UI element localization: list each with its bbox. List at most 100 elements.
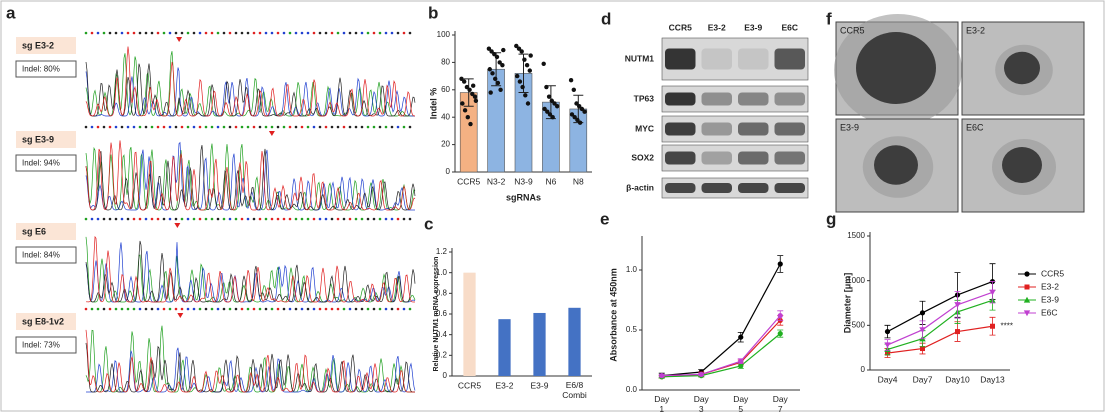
x-tick-line: Day — [694, 394, 710, 404]
base-call — [258, 217, 262, 221]
base-call — [366, 307, 370, 311]
base-call — [378, 125, 382, 129]
data-point — [568, 78, 574, 83]
base-call — [180, 125, 184, 129]
bar — [463, 272, 476, 376]
trace — [85, 140, 416, 211]
marker — [884, 342, 891, 349]
error-bar — [463, 78, 474, 107]
marker — [919, 310, 926, 316]
base-call — [138, 125, 142, 129]
base-call — [186, 31, 190, 35]
trace — [85, 329, 415, 393]
base-call — [234, 307, 238, 311]
y-tick-label: 0 — [861, 365, 866, 374]
base-call — [384, 125, 388, 129]
base-call — [288, 217, 292, 221]
data-point — [515, 73, 520, 79]
data-point — [473, 98, 479, 103]
base-call — [324, 125, 328, 129]
y-tick-label: 1000 — [847, 276, 865, 285]
band — [665, 122, 696, 136]
base-call — [150, 31, 154, 35]
base-call — [360, 125, 364, 129]
base-call — [372, 31, 376, 35]
base-call — [90, 307, 94, 311]
base-call — [402, 31, 406, 35]
base-call — [276, 31, 280, 35]
band — [774, 122, 805, 136]
trace — [85, 342, 415, 393]
panel-letter: a — [6, 3, 16, 22]
base-call — [288, 307, 292, 311]
base-call — [336, 31, 340, 35]
base-call — [222, 31, 226, 35]
base-call — [132, 31, 136, 35]
data-point — [527, 68, 532, 73]
data-point — [552, 101, 557, 106]
base-call — [384, 307, 388, 311]
x-tick-line: 7 — [778, 404, 783, 412]
trace — [85, 325, 415, 393]
base-call — [306, 217, 310, 221]
series-line — [887, 325, 993, 354]
base-call — [84, 125, 88, 129]
data-point — [467, 87, 472, 93]
x-tick-label: E6/8 Combi — [562, 380, 587, 400]
indel-box — [15, 336, 77, 354]
band — [665, 48, 696, 70]
base-call — [198, 125, 202, 129]
x-tick-label: Day 1 — [654, 394, 670, 412]
image-label: E3-9 — [840, 122, 859, 132]
image — [961, 21, 1085, 116]
data-point — [544, 84, 549, 90]
base-call — [336, 307, 340, 311]
base-call — [396, 31, 400, 35]
base-call — [174, 307, 178, 311]
base-call — [312, 125, 316, 129]
data-point — [516, 46, 522, 51]
data-point — [486, 46, 492, 51]
blot-strip — [661, 177, 809, 199]
marker — [738, 363, 744, 369]
base-call — [378, 307, 382, 311]
cut-marker — [177, 313, 184, 318]
data-point — [550, 115, 555, 120]
marker — [954, 302, 961, 308]
data-point — [490, 71, 495, 76]
marker — [1023, 296, 1031, 303]
base-call — [228, 31, 232, 35]
data-point — [489, 49, 494, 54]
protein-label: SOX2 — [631, 152, 654, 162]
series-line — [661, 315, 781, 377]
base-call — [150, 125, 154, 129]
x-tick-line: Combi — [562, 390, 587, 400]
data-point — [497, 60, 502, 65]
base-call — [204, 31, 208, 35]
base-call — [162, 217, 166, 221]
base-call — [402, 125, 406, 129]
y-tick-label: 1.0 — [436, 268, 448, 277]
series-line — [887, 299, 993, 351]
data-point — [522, 57, 527, 62]
base-call — [120, 307, 124, 311]
base-call — [288, 125, 292, 129]
base-call — [234, 217, 238, 221]
base-call — [318, 217, 322, 221]
base-call — [216, 307, 220, 311]
base-call — [132, 125, 136, 129]
base-call — [354, 217, 358, 221]
base-call — [282, 31, 286, 35]
protein-label: NUTM1 — [625, 53, 655, 63]
base-call — [234, 31, 238, 35]
band — [738, 151, 769, 165]
base-call — [366, 217, 370, 221]
base-call — [312, 217, 316, 221]
data-point — [571, 87, 576, 93]
band — [738, 122, 769, 136]
base-call — [330, 125, 334, 129]
base-call — [390, 125, 394, 129]
x-tick-line: Day — [733, 394, 749, 404]
base-call — [156, 31, 160, 35]
bar — [498, 319, 511, 376]
